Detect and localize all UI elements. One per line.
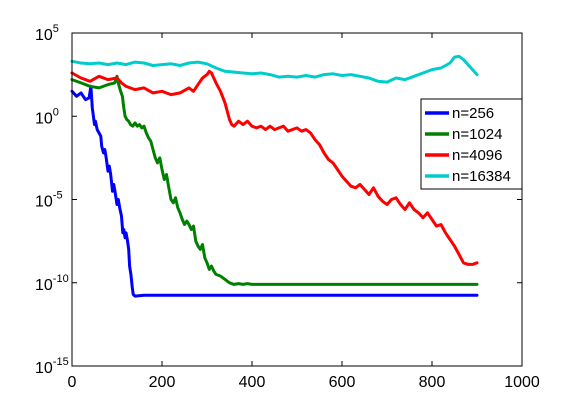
x-tick-label: 0 [68,374,77,391]
x-tick-label: 800 [419,374,446,391]
x-axis: 0 200 400 600 800 1000 [68,33,540,391]
series-line-1 [70,84,479,298]
plot-lines [70,54,479,298]
series-line-2 [70,74,479,286]
x-tick-label: 600 [329,374,356,391]
y-tick-label: 10-5 [35,190,63,211]
series-line-3 [70,69,479,266]
legend-label: n=16384 [452,168,511,185]
legend-label: n=256 [452,105,494,122]
legend-label: n=1024 [452,126,502,143]
y-axis: 10-15 10-10 10-5 100 105 [35,23,522,377]
x-tick-label: 200 [149,374,176,391]
y-tick-label: 100 [35,106,59,127]
series-line-4 [70,54,479,84]
x-tick-label: 400 [239,374,266,391]
y-tick-label: 105 [35,23,59,44]
y-tick-label: 10-15 [35,356,69,377]
y-tick-label: 10-10 [35,273,69,294]
x-tick-label: 1000 [504,374,540,391]
legend: n=256 n=1024 n=4096 n=16384 [420,98,523,190]
legend-label: n=4096 [452,147,502,164]
